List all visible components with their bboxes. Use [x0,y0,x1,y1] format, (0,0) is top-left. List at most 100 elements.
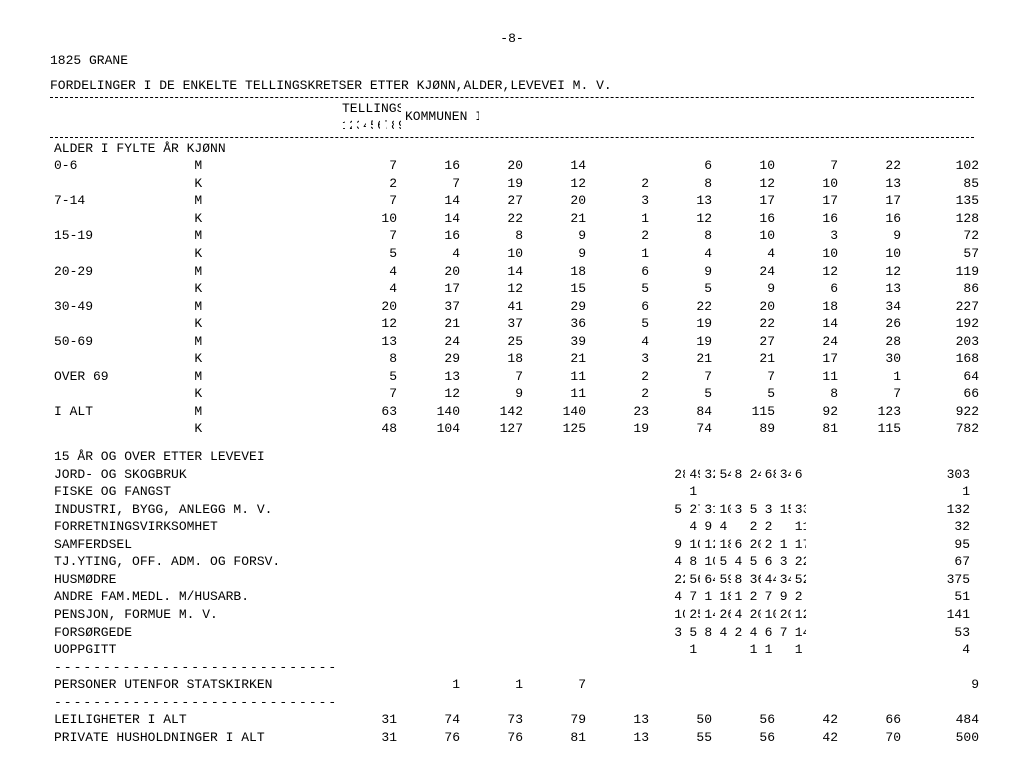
row-label: LEILIGHETER I ALT [50,711,338,729]
cell: 22 [464,210,527,228]
cell: 86 [905,280,983,298]
cell: 36 [527,315,590,333]
cell: 8 [731,466,746,484]
row-label: 50-69 M [50,333,338,351]
cell: 16 [779,210,842,228]
cell: 64 [905,368,983,386]
row-label: K [50,245,338,263]
cell: 7 [653,368,716,386]
cell: 13 [590,729,653,747]
row-label: TJ.YTING, OFF. ADM. OG FORSV. [50,553,670,571]
cell: 4 [670,588,685,606]
cell: 125 [527,420,590,438]
cell: 81 [779,420,842,438]
cell: 13 [338,333,401,351]
cell: 20 [464,157,527,175]
cell: 20 [746,606,761,624]
cell: 11 [527,385,590,403]
cell: 2 [761,536,776,554]
cell: 16 [842,210,905,228]
cell: 7 [685,588,700,606]
cell: 141 [806,606,974,624]
cell: 22 [791,553,806,571]
cell: 2 [791,588,806,606]
cell: 8 [464,227,527,245]
cell [590,676,653,694]
cell: 11 [527,368,590,386]
cell: 2 [590,368,653,386]
cell: 24 [746,466,761,484]
cell: 49 [685,466,700,484]
cell: 26 [842,315,905,333]
cell: 15 [527,280,590,298]
cell: 119 [905,263,983,281]
cell: 9 [670,536,685,554]
row-label: HUSMØDRE [50,571,670,589]
cell: 168 [905,350,983,368]
cell: 56 [716,711,779,729]
cell: 14 [401,210,464,228]
row-label: I ALT M [50,403,338,421]
cell: 3 [731,501,746,519]
cell: 1 [806,483,974,501]
cell: 74 [401,711,464,729]
cell [842,676,905,694]
row-label: PRIVATE HUSHOLDNINGER I ALT [50,729,338,747]
cell: 2 [731,624,746,642]
cell: 128 [905,210,983,228]
cell: 9 [527,245,590,263]
cell: 20 [746,536,761,554]
cell: 13 [401,368,464,386]
cell: 2 [761,518,776,536]
cell [776,641,791,659]
cell: 57 [905,245,983,263]
cell: 21 [527,350,590,368]
cell: 21 [527,210,590,228]
cell: 8 [338,350,401,368]
cell: 44 [761,571,776,589]
cell: 12 [791,606,806,624]
row-label: UOPPGITT [50,641,670,659]
cell: 5 [746,501,761,519]
cell: 1 [791,641,806,659]
cell: 142 [464,403,527,421]
cell: 26 [715,606,730,624]
col-header: 6 [373,117,380,135]
cell: 34 [842,298,905,316]
cell: 17 [779,192,842,210]
total-header: KOMMUNEN I ALT [401,100,479,135]
cell: 28 [670,466,685,484]
cell: 19 [653,333,716,351]
row-label: K [50,315,338,333]
cell: 10 [464,245,527,263]
cell: 21 [653,350,716,368]
col-header: 7 [380,117,387,135]
cell: 34 [776,466,791,484]
cell: 16 [401,227,464,245]
cell: 12 [338,315,401,333]
cell: 16 [716,210,779,228]
cell: 127 [464,420,527,438]
row-label: FORSØRGEDE [50,624,670,642]
cell: 89 [716,420,779,438]
cell: 42 [779,729,842,747]
cell: 1 [731,588,746,606]
cell: 8 [731,571,746,589]
cell: 21 [716,350,779,368]
cell: 4 [731,606,746,624]
cell [700,483,715,501]
cell: 66 [905,385,983,403]
cell: 6 [653,157,716,175]
cell: 4 [401,245,464,263]
cell: 34 [776,571,791,589]
cell [776,518,791,536]
col-header: 9 [394,117,401,135]
cell: 12 [842,263,905,281]
cell: 3 [590,192,653,210]
cell: 52 [791,571,806,589]
cell: 8 [653,227,716,245]
cell: 1 [700,588,715,606]
cell: 5 [670,501,685,519]
cell: 10 [685,536,700,554]
cell: 9 [700,518,715,536]
